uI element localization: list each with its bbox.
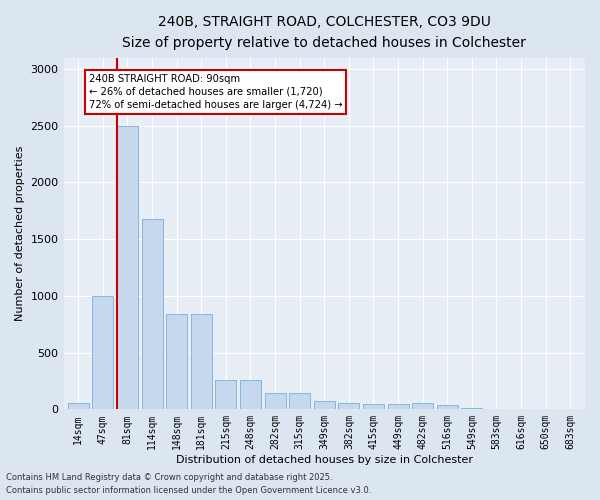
Bar	[265, 394, 286, 409]
Bar	[92, 296, 113, 410]
Bar	[461, 408, 482, 410]
Y-axis label: Number of detached properties: Number of detached properties	[15, 146, 25, 321]
Bar	[437, 405, 458, 409]
Bar	[142, 219, 163, 410]
Bar	[68, 403, 89, 409]
Bar	[289, 394, 310, 409]
Bar	[117, 126, 138, 410]
Bar	[215, 380, 236, 410]
Bar	[338, 403, 359, 409]
Text: 240B STRAIGHT ROAD: 90sqm
← 26% of detached houses are smaller (1,720)
72% of se: 240B STRAIGHT ROAD: 90sqm ← 26% of detac…	[89, 74, 342, 110]
X-axis label: Distribution of detached houses by size in Colchester: Distribution of detached houses by size …	[176, 455, 473, 465]
Bar	[363, 404, 384, 409]
Bar	[388, 404, 409, 409]
Text: Contains HM Land Registry data © Crown copyright and database right 2025.
Contai: Contains HM Land Registry data © Crown c…	[6, 474, 371, 495]
Bar	[191, 314, 212, 410]
Title: 240B, STRAIGHT ROAD, COLCHESTER, CO3 9DU
Size of property relative to detached h: 240B, STRAIGHT ROAD, COLCHESTER, CO3 9DU…	[122, 15, 526, 50]
Bar	[412, 403, 433, 409]
Bar	[314, 402, 335, 409]
Bar	[166, 314, 187, 410]
Bar	[486, 409, 507, 410]
Bar	[511, 409, 532, 410]
Bar	[240, 380, 261, 410]
